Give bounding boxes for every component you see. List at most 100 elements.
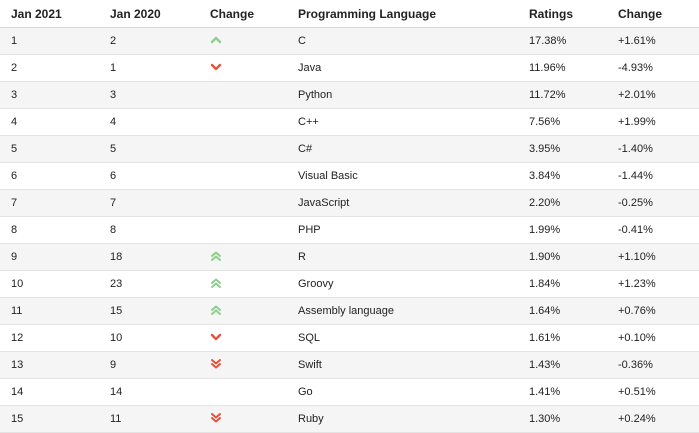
language-name: C++ xyxy=(298,108,529,136)
rating-change: +2.01% xyxy=(618,81,699,109)
table-row[interactable]: 14 14 Go 1.41% +0.51% xyxy=(0,378,699,406)
rating-value: 11.96% xyxy=(529,54,618,82)
table-row[interactable]: 8 8 PHP 1.99% -0.41% xyxy=(0,216,699,244)
header-change[interactable]: Change xyxy=(210,0,298,28)
rating-value: 17.38% xyxy=(529,27,618,55)
rating-change: +1.10% xyxy=(618,243,699,271)
rank-jan-2020: 3 xyxy=(110,81,210,109)
change-indicator xyxy=(210,162,298,190)
change-indicator xyxy=(210,27,298,55)
language-name: SQL xyxy=(298,324,529,352)
rank-jan-2021: 2 xyxy=(0,54,110,82)
table-row[interactable]: 3 3 Python 11.72% +2.01% xyxy=(0,81,699,109)
rank-jan-2021: 5 xyxy=(0,135,110,163)
rating-change: +0.76% xyxy=(618,297,699,325)
rating-value: 1.30% xyxy=(529,405,618,433)
rank-jan-2020: 1 xyxy=(110,54,210,82)
table-row[interactable]: 9 18 R 1.90% +1.10% xyxy=(0,243,699,271)
change-indicator xyxy=(210,135,298,163)
rating-change: -0.36% xyxy=(618,351,699,379)
rank-jan-2020: 18 xyxy=(110,243,210,271)
double-chevron-down-icon xyxy=(210,412,222,424)
language-name: Assembly language xyxy=(298,297,529,325)
rating-change: +1.99% xyxy=(618,108,699,136)
change-indicator xyxy=(210,351,298,379)
change-indicator xyxy=(210,189,298,217)
rating-change: +0.51% xyxy=(618,378,699,406)
rank-jan-2020: 10 xyxy=(110,324,210,352)
change-indicator xyxy=(210,108,298,136)
change-indicator xyxy=(210,378,298,406)
table-row[interactable]: 1 2 C 17.38% +1.61% xyxy=(0,27,699,55)
header-rating-change[interactable]: Change xyxy=(618,0,699,28)
rating-change: +0.10% xyxy=(618,324,699,352)
rating-value: 1.61% xyxy=(529,324,618,352)
double-chevron-down-icon xyxy=(210,358,222,370)
rank-jan-2020: 8 xyxy=(110,216,210,244)
language-name: Ruby xyxy=(298,405,529,433)
rank-jan-2021: 8 xyxy=(0,216,110,244)
rating-value: 1.41% xyxy=(529,378,618,406)
header-jan-2021[interactable]: Jan 2021 xyxy=(0,0,110,28)
language-name: PHP xyxy=(298,216,529,244)
change-indicator xyxy=(210,216,298,244)
change-indicator xyxy=(210,54,298,82)
table-row[interactable]: 12 10 SQL 1.61% +0.10% xyxy=(0,324,699,352)
table-row[interactable]: 13 9 Swift 1.43% -0.36% xyxy=(0,351,699,379)
table-header-row: Jan 2021 Jan 2020 Change Programming Lan… xyxy=(0,0,699,28)
rank-jan-2020: 7 xyxy=(110,189,210,217)
rating-value: 1.64% xyxy=(529,297,618,325)
change-indicator xyxy=(210,81,298,109)
table-row[interactable]: 11 15 Assembly language 1.64% +0.76% xyxy=(0,297,699,325)
language-name: C# xyxy=(298,135,529,163)
table-row[interactable]: 15 11 Ruby 1.30% +0.24% xyxy=(0,405,699,433)
rank-jan-2021: 15 xyxy=(0,405,110,433)
rating-value: 11.72% xyxy=(529,81,618,109)
rating-value: 1.90% xyxy=(529,243,618,271)
rating-value: 1.99% xyxy=(529,216,618,244)
double-chevron-up-icon xyxy=(210,304,222,316)
rank-jan-2021: 3 xyxy=(0,81,110,109)
change-indicator xyxy=(210,324,298,352)
table-row[interactable]: 2 1 Java 11.96% -4.93% xyxy=(0,54,699,82)
table-row[interactable]: 4 4 C++ 7.56% +1.99% xyxy=(0,108,699,136)
rank-jan-2020: 9 xyxy=(110,351,210,379)
table-row[interactable]: 10 23 Groovy 1.84% +1.23% xyxy=(0,270,699,298)
table-row[interactable]: 6 6 Visual Basic 3.84% -1.44% xyxy=(0,162,699,190)
rating-change: -4.93% xyxy=(618,54,699,82)
table-row[interactable]: 7 7 JavaScript 2.20% -0.25% xyxy=(0,189,699,217)
rank-jan-2020: 2 xyxy=(110,27,210,55)
rank-jan-2021: 12 xyxy=(0,324,110,352)
rating-value: 2.20% xyxy=(529,189,618,217)
change-indicator xyxy=(210,297,298,325)
rank-jan-2021: 4 xyxy=(0,108,110,136)
language-name: Groovy xyxy=(298,270,529,298)
rating-change: -1.40% xyxy=(618,135,699,163)
language-name: Java xyxy=(298,54,529,82)
rating-value: 7.56% xyxy=(529,108,618,136)
header-ratings[interactable]: Ratings xyxy=(529,0,618,28)
header-jan-2020[interactable]: Jan 2020 xyxy=(110,0,210,28)
table-body: 1 2 C 17.38% +1.61% 2 1 Java 11.96% -4.93% 3 3 Pytho… xyxy=(0,27,699,433)
chevron-down-icon xyxy=(210,331,222,343)
header-programming-language[interactable]: Programming Language xyxy=(298,0,529,28)
rating-change: -0.41% xyxy=(618,216,699,244)
rating-change: +0.24% xyxy=(618,405,699,433)
rank-jan-2021: 9 xyxy=(0,243,110,271)
rank-jan-2021: 7 xyxy=(0,189,110,217)
rating-value: 3.84% xyxy=(529,162,618,190)
change-indicator xyxy=(210,405,298,433)
language-name: C xyxy=(298,27,529,55)
rank-jan-2021: 14 xyxy=(0,378,110,406)
rating-value: 3.95% xyxy=(529,135,618,163)
language-name: Visual Basic xyxy=(298,162,529,190)
rank-jan-2020: 4 xyxy=(110,108,210,136)
rating-change: +1.23% xyxy=(618,270,699,298)
rating-change: +1.61% xyxy=(618,27,699,55)
double-chevron-up-icon xyxy=(210,277,222,289)
language-name: R xyxy=(298,243,529,271)
rank-jan-2021: 6 xyxy=(0,162,110,190)
table-row[interactable]: 5 5 C# 3.95% -1.40% xyxy=(0,135,699,163)
rank-jan-2020: 6 xyxy=(110,162,210,190)
